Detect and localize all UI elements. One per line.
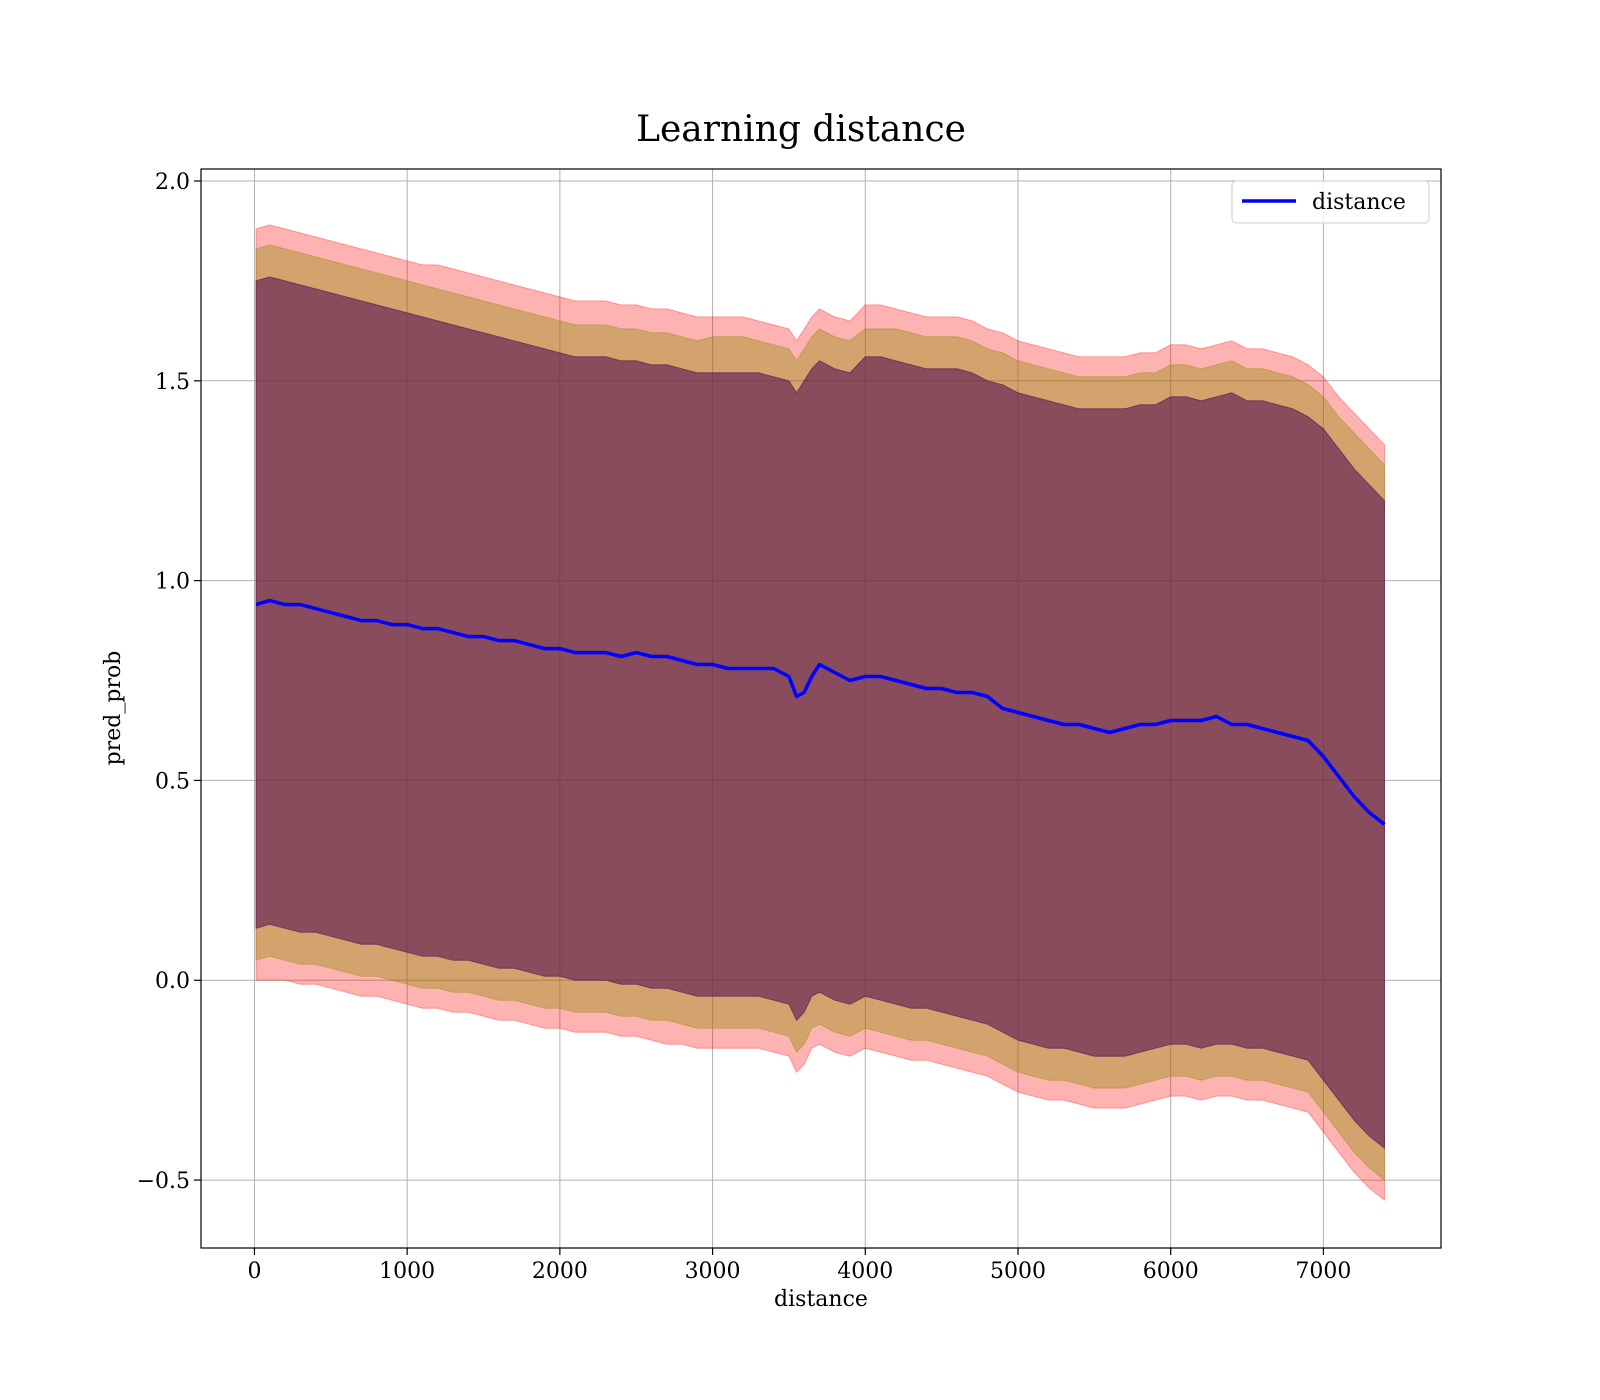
x-tick-label-4: 4000 [837, 1259, 893, 1284]
legend-label-distance: distance [1312, 190, 1406, 215]
y-tick-label-5: 2.0 [155, 170, 190, 195]
y-tick-label-0: −0.5 [137, 1169, 190, 1194]
axis-ticks: 0 1000 2000 3000 4000 5000 6000 7000 −0.5 0.0 0.5 1… [137, 170, 1352, 1284]
x-tick-label-6: 6000 [1143, 1259, 1199, 1284]
series-line-distance [255, 598, 1386, 826]
x-tick-label-5: 5000 [990, 1259, 1046, 1284]
plot-frame [200, 168, 1442, 1249]
x-axis-label: distance [774, 1287, 868, 1312]
x-tick-label-1: 1000 [379, 1259, 435, 1284]
legend: distance [1231, 180, 1430, 224]
band-inner [255, 276, 1385, 1150]
legend-box [1231, 180, 1430, 224]
x-tick-label-0: 0 [247, 1259, 261, 1284]
chart-title: Learning distance [636, 109, 966, 150]
y-tick-label-2: 0.5 [155, 769, 190, 794]
x-tick-label-7: 7000 [1295, 1259, 1351, 1284]
y-tick-label-4: 1.5 [155, 370, 190, 395]
y-tick-label-3: 1.0 [155, 570, 190, 595]
x-tick-label-3: 3000 [685, 1259, 741, 1284]
x-tick-label-2: 2000 [532, 1259, 588, 1284]
series-lines [255, 598, 1386, 826]
y-axis-label: pred_prob [101, 651, 126, 766]
uncertainty-bands [255, 224, 1385, 1202]
y-tick-label-1: 0.0 [155, 969, 190, 994]
